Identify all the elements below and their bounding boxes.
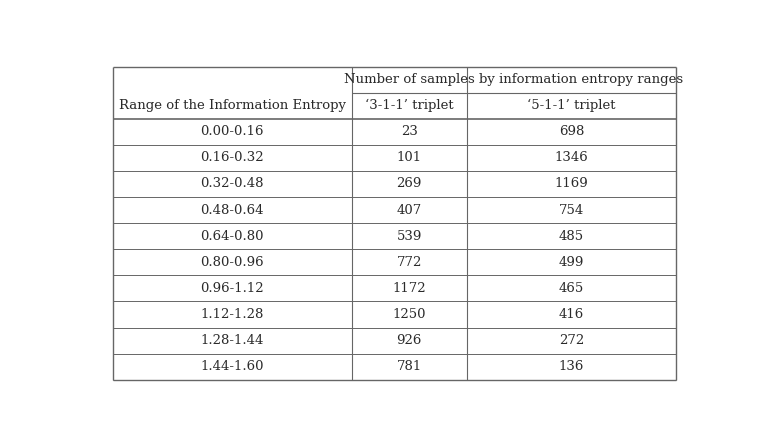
Text: 698: 698 <box>559 125 584 138</box>
Text: 1169: 1169 <box>555 177 588 191</box>
Text: 1.44-1.60: 1.44-1.60 <box>200 360 264 373</box>
Text: 0.64-0.80: 0.64-0.80 <box>200 230 264 243</box>
Text: 0.96-1.12: 0.96-1.12 <box>200 282 264 295</box>
Text: 407: 407 <box>396 203 422 217</box>
Text: 499: 499 <box>559 256 584 269</box>
Text: 754: 754 <box>559 203 584 217</box>
Text: 0.00-0.16: 0.00-0.16 <box>200 125 264 138</box>
Text: ‘5-1-1’ triplet: ‘5-1-1’ triplet <box>527 99 616 112</box>
Text: 1.12-1.28: 1.12-1.28 <box>201 308 264 321</box>
Text: 101: 101 <box>396 151 422 164</box>
Text: 416: 416 <box>559 308 584 321</box>
Text: 1346: 1346 <box>555 151 588 164</box>
Text: ‘3-1-1’ triplet: ‘3-1-1’ triplet <box>365 99 454 112</box>
Text: 485: 485 <box>559 230 584 243</box>
Text: 1.28-1.44: 1.28-1.44 <box>201 334 264 347</box>
Text: Range of the Information Entropy: Range of the Information Entropy <box>119 99 345 112</box>
Text: 926: 926 <box>396 334 422 347</box>
Text: 272: 272 <box>559 334 584 347</box>
Text: 0.80-0.96: 0.80-0.96 <box>200 256 264 269</box>
Text: 781: 781 <box>396 360 422 373</box>
Text: 465: 465 <box>559 282 584 295</box>
Text: 269: 269 <box>396 177 422 191</box>
Text: 0.16-0.32: 0.16-0.32 <box>200 151 264 164</box>
Text: 772: 772 <box>396 256 422 269</box>
Text: 0.32-0.48: 0.32-0.48 <box>200 177 264 191</box>
Text: Number of samples by information entropy ranges: Number of samples by information entropy… <box>344 73 683 86</box>
Text: 136: 136 <box>559 360 584 373</box>
Text: 1172: 1172 <box>393 282 426 295</box>
Text: 1250: 1250 <box>393 308 426 321</box>
Text: 0.48-0.64: 0.48-0.64 <box>200 203 264 217</box>
Text: 539: 539 <box>396 230 422 243</box>
Text: 23: 23 <box>401 125 418 138</box>
